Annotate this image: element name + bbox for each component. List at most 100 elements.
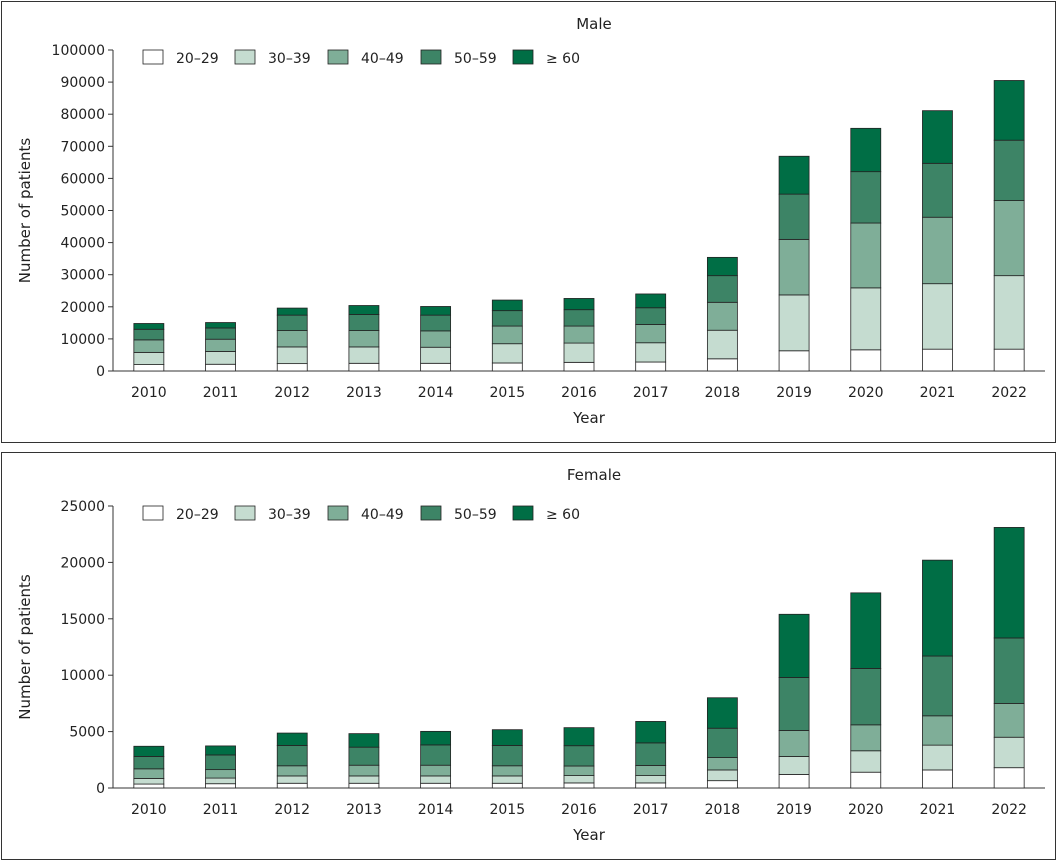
male-bar-2015-series-1 [491,343,523,364]
female-x-tick-label: 2022 [991,802,1027,818]
female-x-tick-label: 2016 [561,802,597,818]
female-bar-2021-series-2 [922,715,953,746]
female-bar-2011-series-3 [205,754,236,771]
female-bar-2014-series-3 [420,744,452,766]
male-bar-2011-series-1 [205,351,236,365]
female-bar-2018-series-1 [706,769,738,782]
male-x-tick-label: 2020 [848,385,884,401]
male-bar-2014-series-1 [420,346,452,364]
female-bar-2011-series-4 [205,745,236,756]
female-bar-2014-series-4 [420,730,452,746]
male-x-tick-label: 2011 [203,385,239,401]
female-bar-2010-series-1 [133,778,165,785]
female-legend-label: ≥ 60 [546,507,580,523]
female-chart-title: Female [567,466,621,484]
female-y-axis-title: Number of patients [16,574,34,720]
female-bar-2016-series-2 [563,765,595,776]
male-bar-2014-series-4 [420,306,452,316]
female-bar-2018-series-4 [706,697,738,729]
female-bar-2021-series-3 [922,655,953,717]
male-y-tick-label: 20000 [60,300,105,316]
female-bar-2020-series-4 [850,592,882,669]
female-bar-2020-series-1 [850,750,882,773]
female-bar-2019-series-1 [778,756,810,775]
male-bar-2021-series-0 [922,348,953,372]
female-bar-2020-series-0 [850,771,882,789]
female-bar-2019-series-0 [778,774,810,789]
male-bar-2011-series-2 [205,338,236,352]
female-bar-2015-series-1 [491,775,523,784]
male-bar-2012-series-0 [276,363,308,372]
female-x-tick-label: 2013 [346,802,382,818]
male-bar-2011-series-4 [205,322,236,329]
female-bar-2017-series-1 [635,775,667,784]
male-y-tick-label: 70000 [60,139,105,155]
female-bar-2011-series-1 [205,777,236,785]
female-bar-2018-series-0 [706,780,738,789]
male-legend-label: 50–59 [454,51,497,67]
male-bar-2012-series-2 [276,330,308,348]
male-x-tick-label: 2013 [346,385,382,401]
female-bar-2022-series-2 [993,702,1025,738]
male-y-tick-label: 80000 [60,107,105,123]
male-bar-2021-series-1 [922,283,953,350]
female-bar-2013-series-4 [348,733,380,748]
male-chart-svg: Male 0 10000 20000 30000 40000 50000 60000 70000… [16,15,1045,427]
female-bar-2010-series-4 [133,745,165,757]
male-y-tick-label: 90000 [60,75,105,91]
female-legend-swatch [327,505,349,521]
female-bar-2019-series-3 [778,677,810,731]
male-bar-2018-series-2 [706,301,738,331]
female-legend-label: 20–29 [176,507,219,523]
male-legend-swatch [420,49,442,65]
male-y-axis-title: Number of patients [16,138,34,284]
female-bar-2017-series-0 [635,782,667,789]
male-x-tick-label: 2017 [633,385,669,401]
female-bar-2013-series-0 [348,782,380,789]
female-x-tick-label: 2018 [705,802,741,818]
male-y-tick-label: 10000 [60,332,105,348]
male-y-tick-label: 60000 [60,171,105,187]
female-bar-2015-series-0 [491,782,523,789]
male-bar-2018-series-0 [706,358,738,372]
female-x-tick-label: 2021 [920,802,956,818]
male-bar-2015-series-2 [491,325,523,345]
male-bar-2015-series-0 [491,362,523,372]
male-bar-2020-series-1 [850,287,882,351]
male-bar-2016-series-2 [563,325,595,344]
male-bar-2010-series-1 [133,351,165,365]
male-bar-2019-series-0 [778,350,810,372]
male-bar-2022-series-4 [993,80,1025,141]
male-bar-2014-series-2 [420,330,452,348]
male-bar-2010-series-4 [133,323,165,330]
male-bar-2020-series-4 [850,127,882,173]
male-x-tick-label: 2018 [705,385,741,401]
male-bar-2012-series-4 [276,307,308,316]
male-chart-panel: Male 0 10000 20000 30000 40000 50000 60000 70000… [1,1,1056,443]
male-x-tick-label: 2012 [274,385,310,401]
female-legend-label: 40–49 [361,507,404,523]
female-bar-2014-series-0 [420,782,452,789]
male-bar-2018-series-4 [706,256,738,277]
female-bar-2015-series-2 [491,765,523,777]
male-bar-2016-series-1 [563,342,595,363]
male-bar-2017-series-2 [635,324,667,344]
female-legend-swatch [142,505,164,521]
male-legend-label: ≥ 60 [546,51,580,67]
female-bar-2018-series-3 [706,727,738,758]
female-y-tick-label: 25000 [60,499,105,515]
male-bar-2013-series-2 [348,330,380,348]
male-bar-2013-series-1 [348,346,380,364]
male-legend-swatch [327,49,349,65]
female-y-tick-label: 5000 [69,725,105,741]
male-bar-2012-series-1 [276,346,308,365]
male-bar-2022-series-3 [993,139,1025,201]
female-bar-2022-series-4 [993,527,1025,639]
female-x-tick-label: 2011 [203,802,239,818]
female-bar-2022-series-0 [993,767,1025,789]
male-legend-label: 40–49 [361,51,404,67]
male-bar-2013-series-4 [348,305,380,315]
female-bar-2020-series-3 [850,668,882,726]
male-bar-2013-series-0 [348,362,380,372]
female-x-tick-label: 2017 [633,802,669,818]
